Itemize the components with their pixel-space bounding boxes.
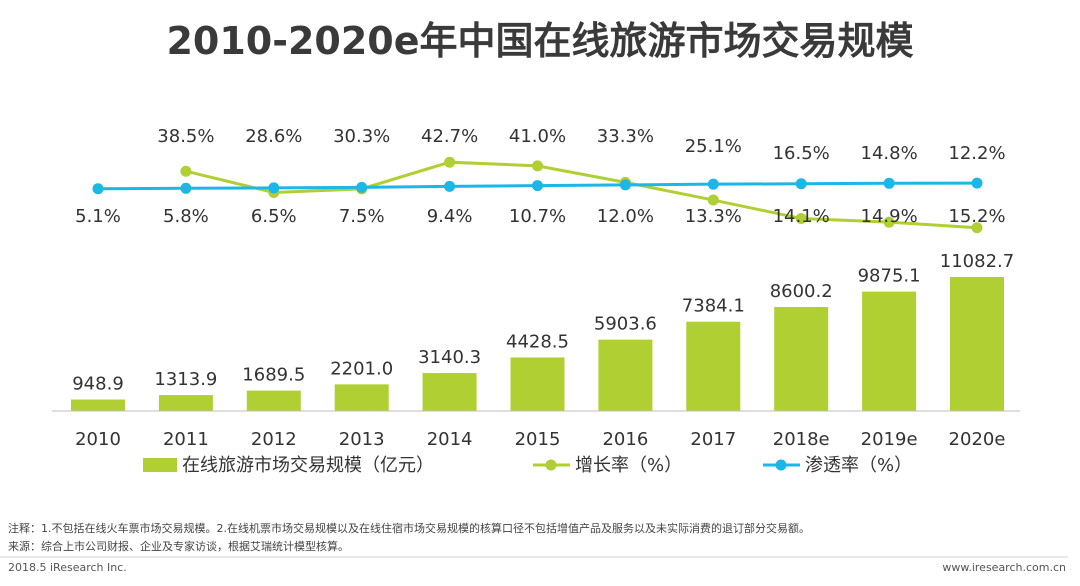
x-tick-labels: 2010 2011 2012 2013 2014 2015 2016 2017 2018e 201…: [75, 429, 1005, 450]
penetration-label: 13.3%: [685, 206, 742, 227]
bar-value-label: 11082.7: [940, 251, 1014, 272]
growth-label: 42.7%: [421, 126, 478, 147]
x-tick-label: 2012: [251, 429, 297, 450]
bar: [862, 291, 917, 411]
bar: [334, 384, 389, 411]
x-tick-label: 2014: [427, 429, 473, 450]
legend-label-growth: 增长率（%）: [575, 455, 682, 476]
growth-label: 30.3%: [333, 126, 390, 147]
source-note: 来源：综合上市公司财报、企业及专家访谈，根据艾瑞统计模型核算。: [8, 540, 349, 553]
bar-value-label: 2201.0: [330, 358, 393, 379]
bar: [598, 339, 653, 411]
growth-label: 33.3%: [597, 126, 654, 147]
penetration-label: 5.1%: [75, 206, 121, 227]
bar-value-label: 8600.2: [770, 281, 833, 302]
bar-value-label: 1689.5: [242, 365, 305, 386]
legend-swatch-bar: [143, 458, 177, 472]
x-tick-label: 2018e: [773, 429, 830, 450]
legend-marker-penetration: [775, 459, 787, 471]
penetration-point: [883, 177, 895, 189]
penetration-label: 7.5%: [339, 206, 385, 227]
penetration-label: 9.4%: [427, 206, 473, 227]
bar-value-label: 4428.5: [506, 331, 569, 352]
bar: [246, 390, 301, 411]
bar-value-label: 3140.3: [418, 347, 481, 368]
footnote: 注释：1.不包括在线火车票市场交易规模。2.在线机票市场交易规模以及在线住宿市场…: [8, 522, 810, 535]
penetration-label: 14.9%: [861, 206, 918, 227]
bar-value-label: 7384.1: [682, 296, 745, 317]
penetration-point: [532, 180, 543, 192]
growth-label: 41.0%: [509, 126, 566, 147]
bar: [510, 357, 565, 411]
x-tick-label: 2013: [339, 429, 385, 450]
penetration-point: [180, 182, 192, 194]
growth-label: 38.5%: [157, 126, 214, 147]
penetration-label: 12.0%: [597, 206, 654, 227]
penetration-point: [444, 180, 456, 192]
penetration-label: 10.7%: [509, 206, 566, 227]
penetration-label: 15.2%: [948, 206, 1005, 227]
growth-point: [883, 216, 895, 228]
penetration-label: 5.8%: [163, 206, 209, 227]
bar-series: 948.9 1313.9 1689.5 2201.0 3140.3 4428.5 5903.…: [71, 251, 1014, 411]
x-tick-label: 2010: [75, 429, 121, 450]
bar-value-label: 5903.6: [594, 314, 657, 335]
growth-point: [180, 165, 192, 177]
growth-point: [532, 160, 543, 172]
growth-label: 28.6%: [245, 126, 302, 147]
bar: [774, 307, 829, 411]
growth-point: [444, 156, 456, 168]
penetration-label: 14.1%: [773, 206, 830, 227]
legend-label-penetration: 渗透率（%）: [805, 455, 912, 476]
footer-url: www.iresearch.com.cn: [942, 561, 1066, 574]
bar: [71, 399, 125, 411]
x-tick-label: 2020e: [949, 429, 1006, 450]
growth-line: [185, 160, 978, 230]
growth-point: [971, 222, 983, 234]
x-tick-label: 2019e: [861, 429, 918, 450]
chart-title: 2010-2020e年中国在线旅游市场交易规模: [166, 19, 914, 63]
bar: [422, 373, 477, 411]
growth-label: 25.1%: [685, 136, 742, 157]
penetration-point: [619, 179, 631, 191]
penetration-point: [707, 178, 719, 190]
penetration-point: [92, 183, 104, 195]
bar-value-label: 1313.9: [154, 369, 217, 390]
penetration-point: [795, 178, 807, 190]
penetration-point: [971, 177, 983, 189]
bar: [950, 277, 1004, 411]
legend-marker-growth: [545, 459, 557, 471]
footer-copyright: 2018.5 iResearch Inc.: [8, 561, 127, 574]
bar: [158, 395, 213, 411]
growth-point: [795, 213, 807, 225]
bar-value-label: 9875.1: [858, 266, 921, 287]
penetration-label: 6.5%: [251, 206, 297, 227]
penetration-point: [356, 181, 368, 193]
growth-point: [707, 194, 719, 206]
bar-value-label: 948.9: [72, 374, 124, 395]
bar: [686, 321, 741, 411]
growth-label: 16.5%: [773, 143, 830, 164]
penetration-point: [268, 182, 280, 194]
x-tick-label: 2017: [690, 429, 736, 450]
x-tick-label: 2015: [515, 429, 561, 450]
growth-label: 12.2%: [948, 143, 1005, 164]
growth-label: 14.8%: [861, 143, 918, 164]
x-tick-label: 2016: [602, 429, 648, 450]
penetration-series: 5.1% 5.8% 6.5% 7.5% 9.4% 10.7% 12.0% 13.3% 14.1%…: [75, 177, 1006, 227]
legend: 在线旅游市场交易规模（亿元） 增长率（%） 渗透率（%）: [143, 455, 912, 476]
growth-series: 38.5% 28.6% 30.3% 42.7% 41.0% 33.3% 25.1% 16.5%…: [157, 126, 1006, 234]
x-tick-label: 2011: [163, 429, 209, 450]
legend-label-bar: 在线旅游市场交易规模（亿元）: [182, 455, 434, 476]
